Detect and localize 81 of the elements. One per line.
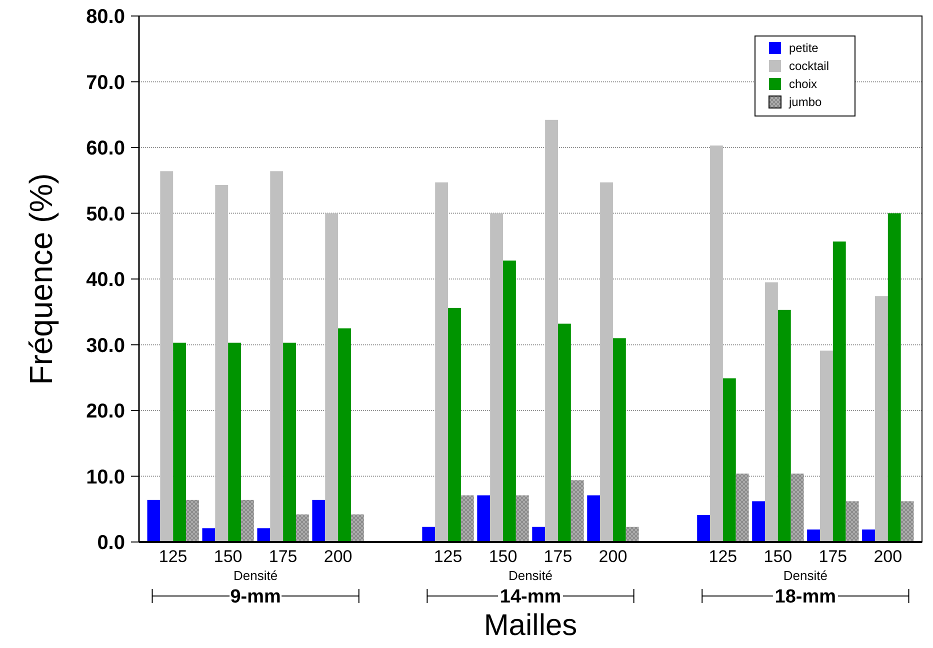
bar <box>283 342 296 542</box>
bar <box>846 501 859 542</box>
legend-label: petite <box>789 41 819 56</box>
x-tick-label: 200 <box>324 547 352 566</box>
x-tick-label: 150 <box>488 547 518 566</box>
bar <box>296 514 309 542</box>
bar <box>325 213 338 542</box>
bar <box>270 171 284 542</box>
bar <box>778 310 791 542</box>
bar <box>448 308 461 542</box>
y-tick-label: 60.0 <box>86 138 125 160</box>
text: Densité <box>234 568 278 583</box>
bar <box>862 530 875 542</box>
bar <box>173 342 186 542</box>
bar <box>900 501 914 542</box>
bar <box>874 296 888 542</box>
bar <box>752 501 766 542</box>
x-axis-title: Mailles <box>484 609 578 642</box>
bar <box>722 378 736 542</box>
text: 14-mm <box>500 586 562 608</box>
x-tick-label: 125 <box>434 547 462 566</box>
bar <box>215 184 228 542</box>
bar <box>600 182 613 542</box>
text: 18-mm <box>774 586 836 608</box>
text: Densité <box>508 568 553 583</box>
bar <box>832 242 846 542</box>
bar <box>186 500 199 542</box>
x-tick-label: 150 <box>214 547 242 566</box>
legend-label: jumbo <box>788 95 822 110</box>
x-tick-label: 150 <box>764 547 792 566</box>
bar <box>790 474 804 542</box>
bar <box>587 495 600 542</box>
bar <box>477 495 490 542</box>
bar <box>228 342 241 542</box>
bar <box>503 260 516 542</box>
y-tick-label: 50.0 <box>86 203 125 226</box>
bar <box>312 500 326 542</box>
x-tick-label: 175 <box>544 547 572 566</box>
bar <box>202 528 216 542</box>
bar <box>516 495 529 542</box>
legend-label: choix <box>789 77 818 92</box>
x-tick-label: 200 <box>874 547 902 566</box>
bar <box>350 514 364 542</box>
bar <box>257 528 270 542</box>
bar <box>460 495 474 542</box>
x-tick-label: 175 <box>818 547 848 566</box>
bar <box>888 213 901 542</box>
y-tick-label: 80.0 <box>86 6 125 28</box>
bar <box>147 500 160 542</box>
y-axis-title: Fréquence (%) <box>23 173 59 385</box>
bar <box>820 350 833 542</box>
text: Densité <box>783 568 828 583</box>
x-tick-label: 125 <box>708 547 738 566</box>
bar <box>807 530 820 542</box>
y-tick-label: 30.0 <box>86 334 125 357</box>
bar <box>532 526 546 542</box>
bar <box>422 526 436 542</box>
y-tick-label: 10.0 <box>86 466 125 488</box>
bar <box>490 213 504 542</box>
y-tick-label: 70.0 <box>86 72 125 94</box>
bar <box>736 474 749 542</box>
x-tick-label: 125 <box>158 547 188 566</box>
bar <box>626 526 639 542</box>
bar <box>570 480 584 542</box>
bar <box>710 146 723 542</box>
bar <box>765 282 778 542</box>
y-tick-label: 40.0 <box>86 269 125 291</box>
bar <box>612 338 626 542</box>
bar <box>338 328 351 542</box>
y-tick-label: 20.0 <box>86 400 125 422</box>
y-tick-label: 0.0 <box>97 532 125 554</box>
bar <box>160 171 174 542</box>
x-tick-label: 175 <box>268 547 298 566</box>
bar <box>697 515 710 542</box>
x-tick-label: 200 <box>598 547 628 566</box>
text: 9-mm <box>230 586 281 608</box>
bar <box>435 182 448 542</box>
bar <box>241 500 254 542</box>
legend-label: cocktail <box>789 59 830 74</box>
bar <box>545 120 558 542</box>
bar <box>558 324 571 542</box>
